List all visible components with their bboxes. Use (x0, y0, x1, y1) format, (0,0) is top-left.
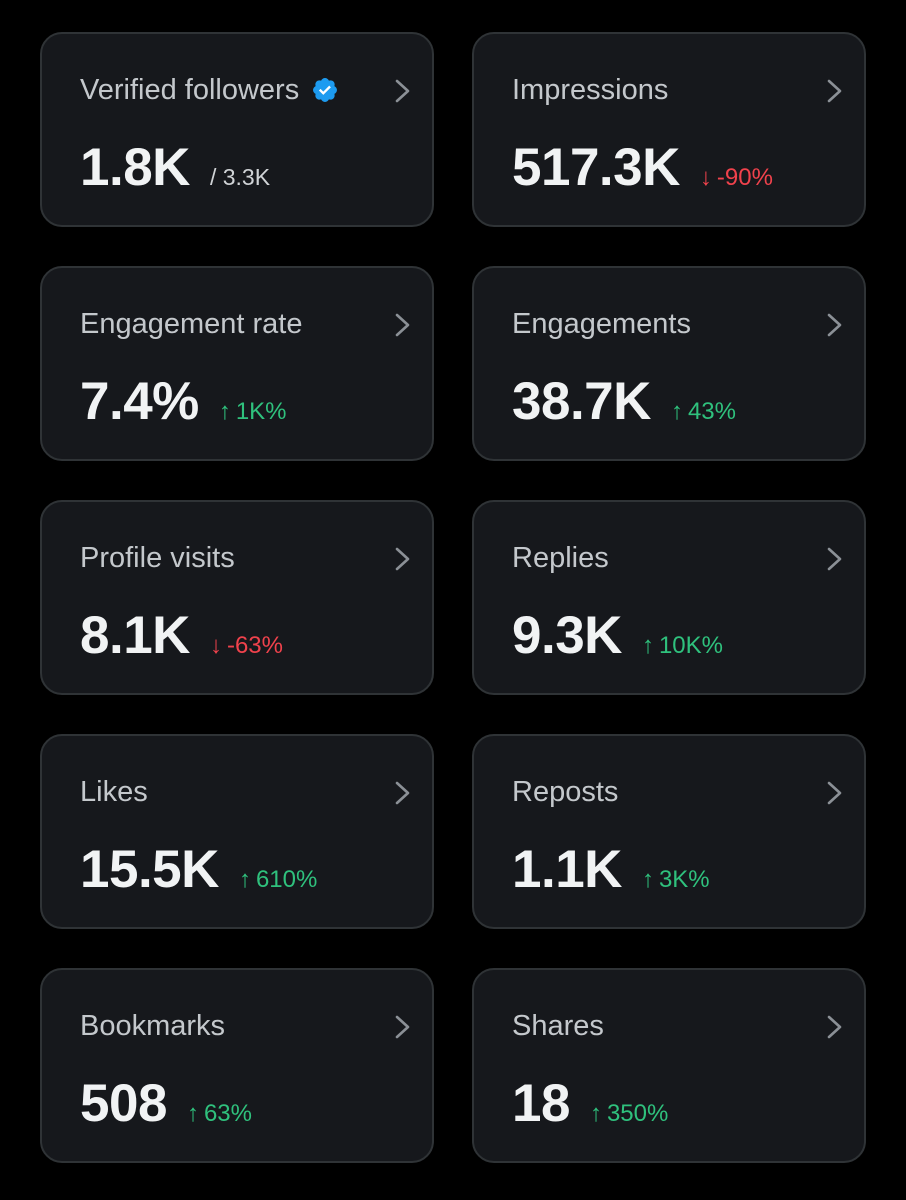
metric-change: ↑ 3K% (642, 866, 710, 894)
card-verified-followers[interactable]: Verified followers 1.8K / 3.3K (40, 32, 434, 227)
metric-change-text: 63% (203, 1100, 252, 1127)
metric-value: 517.3K (512, 138, 680, 197)
card-title: Engagement rate (80, 306, 302, 342)
card-title-label: Impressions (512, 74, 669, 106)
card-shares[interactable]: Shares 18 ↑ 350% (472, 968, 866, 1163)
chevron-right-icon (395, 313, 410, 337)
card-value-row: 8.1K ↓ -63% (80, 606, 283, 666)
card-value-row: 7.4% ↑ 1K% (80, 372, 287, 432)
card-title: Impressions (512, 72, 668, 108)
metric-value: 38.7K (512, 372, 651, 431)
card-replies[interactable]: Replies 9.3K ↑ 10K% (472, 500, 866, 695)
card-value-row: 517.3K ↓ -90% (512, 138, 773, 198)
card-reposts[interactable]: Reposts 1.1K ↑ 3K% (472, 734, 866, 929)
arrow-up-icon: ↑ (641, 866, 654, 893)
metric-value: 18 (512, 1074, 570, 1133)
card-title: Replies (512, 540, 609, 576)
card-likes[interactable]: Likes 15.5K ↑ 610% (40, 734, 434, 929)
card-value-row: 9.3K ↑ 10K% (512, 606, 723, 666)
chevron-right-icon (395, 79, 410, 103)
metric-change-text: 610% (255, 866, 318, 893)
chevron-right-icon (395, 781, 410, 805)
metric-change-text: 350% (606, 1100, 669, 1127)
verified-badge-icon (313, 78, 338, 102)
arrow-up-icon: ↑ (670, 398, 683, 425)
card-title-label: Likes (80, 776, 148, 808)
card-title-label: Engagements (512, 308, 691, 340)
metric-change-text: 43% (687, 398, 736, 425)
card-value-row: 1.8K / 3.3K (80, 138, 270, 198)
card-value-row: 15.5K ↑ 610% (80, 840, 317, 900)
metric-change: ↑ 10K% (642, 632, 723, 660)
chevron-right-icon (395, 547, 410, 571)
metric-value: 1.1K (512, 840, 622, 899)
card-profile-visits[interactable]: Profile visits 8.1K ↓ -63% (40, 500, 434, 695)
card-title: Likes (80, 774, 148, 810)
arrow-down-icon: ↓ (209, 632, 222, 659)
metrics-grid: Verified followers 1.8K / 3.3K Impressio… (40, 32, 866, 1163)
card-title: Engagements (512, 306, 691, 342)
card-engagements[interactable]: Engagements 38.7K ↑ 43% (472, 266, 866, 461)
card-title-label: Verified followers (80, 74, 300, 106)
card-title-label: Reposts (512, 776, 619, 808)
arrow-up-icon: ↑ (238, 866, 251, 893)
metric-change-text: -90% (716, 164, 773, 191)
arrow-up-icon: ↑ (589, 1100, 602, 1127)
card-engagement-rate[interactable]: Engagement rate 7.4% ↑ 1K% (40, 266, 434, 461)
arrow-up-icon: ↑ (218, 398, 231, 425)
card-value-row: 508 ↑ 63% (80, 1074, 252, 1134)
card-title-label: Shares (512, 1010, 604, 1042)
metric-change: ↑ 610% (239, 866, 317, 894)
chevron-right-icon (827, 547, 842, 571)
chevron-right-icon (827, 1015, 842, 1039)
arrow-up-icon: ↑ (641, 632, 654, 659)
chevron-right-icon (827, 313, 842, 337)
card-title: Shares (512, 1008, 604, 1044)
metric-change: ↑ 63% (187, 1100, 252, 1128)
metric-value: 9.3K (512, 606, 622, 665)
card-title-label: Profile visits (80, 542, 235, 574)
metric-change: ↓ -63% (210, 632, 283, 660)
arrow-down-icon: ↓ (699, 164, 712, 191)
card-value-row: 1.1K ↑ 3K% (512, 840, 710, 900)
card-value-row: 18 ↑ 350% (512, 1074, 668, 1134)
metric-change-text: -63% (226, 632, 283, 659)
card-title-label: Bookmarks (80, 1010, 226, 1042)
card-title: Profile visits (80, 540, 235, 576)
card-title: Bookmarks (80, 1008, 225, 1044)
card-impressions[interactable]: Impressions 517.3K ↓ -90% (472, 32, 866, 227)
metric-total: / 3.3K (209, 164, 271, 190)
metric-change: ↓ -90% (700, 164, 773, 192)
metric-change-text: 10K% (658, 632, 723, 659)
metric-value: 15.5K (80, 840, 219, 899)
card-title-label: Replies (512, 542, 609, 574)
metric-change: ↑ 1K% (219, 398, 287, 426)
arrow-up-icon: ↑ (186, 1100, 199, 1127)
metric-change-text: 1K% (235, 398, 287, 425)
metric-value: 7.4% (80, 372, 199, 431)
metric-value: 8.1K (80, 606, 190, 665)
metric-value: 1.8K (80, 138, 190, 197)
card-title: Reposts (512, 774, 618, 810)
metric-change: ↑ 350% (590, 1100, 668, 1128)
metric-change-text: 3K% (658, 866, 710, 893)
metric-value: 508 (80, 1074, 167, 1133)
card-title: Verified followers (80, 72, 339, 108)
metric-change: ↑ 43% (671, 398, 736, 426)
card-bookmarks[interactable]: Bookmarks 508 ↑ 63% (40, 968, 434, 1163)
card-value-row: 38.7K ↑ 43% (512, 372, 736, 432)
card-title-label: Engagement rate (80, 308, 303, 340)
chevron-right-icon (827, 79, 842, 103)
chevron-right-icon (827, 781, 842, 805)
chevron-right-icon (395, 1015, 410, 1039)
